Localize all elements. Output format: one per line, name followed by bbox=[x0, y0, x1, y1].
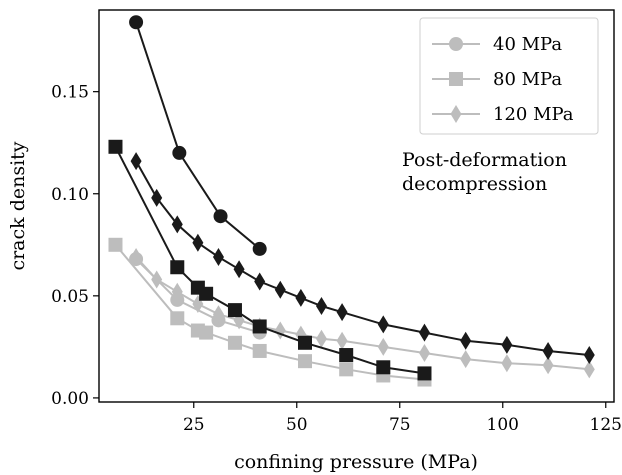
data-point-120-mpa-grey bbox=[542, 356, 554, 375]
data-point-80-mpa-grey bbox=[108, 237, 123, 252]
data-point-120-mpa-black bbox=[315, 297, 327, 316]
series-120-mpa-grey bbox=[130, 248, 595, 379]
data-point-120-mpa-black bbox=[295, 288, 307, 307]
y-tick-label: 0.00 bbox=[51, 389, 89, 409]
data-point-40-mpa-black bbox=[252, 241, 267, 256]
legend-marker-square bbox=[449, 72, 463, 86]
data-point-80-mpa-grey bbox=[339, 362, 354, 377]
data-point-120-mpa-grey bbox=[171, 282, 183, 301]
data-point-120-mpa-grey bbox=[336, 331, 348, 350]
legend: 40 MPa 80 MPa 120 MPa bbox=[419, 17, 599, 135]
data-point-80-mpa-black bbox=[298, 335, 312, 350]
data-point-120-mpa-black bbox=[212, 248, 224, 267]
x-axis-label: confining pressure (MPa) bbox=[234, 451, 478, 473]
data-point-120-mpa-black bbox=[151, 188, 163, 207]
data-point-80-mpa-black bbox=[227, 303, 242, 318]
annotation-text: Post-deformation decompression bbox=[402, 149, 573, 195]
data-point-120-mpa-black bbox=[542, 341, 554, 360]
axis-ticks: 25 50 75 100 125 0.00 0.05 0.10 0.15 bbox=[51, 83, 622, 435]
plot-layer bbox=[108, 15, 595, 387]
x-tick-label: 25 bbox=[183, 415, 205, 435]
data-point-120-mpa-grey bbox=[460, 350, 472, 369]
series-line-80-mpa-black bbox=[114, 146, 425, 375]
data-point-80-mpa-grey bbox=[199, 325, 214, 340]
data-point-120-mpa-grey bbox=[501, 354, 513, 373]
data-point-120-mpa-black bbox=[274, 280, 286, 299]
data-point-120-mpa-black bbox=[336, 303, 348, 322]
data-point-120-mpa-black bbox=[254, 272, 266, 291]
data-point-40-mpa-black bbox=[172, 145, 187, 160]
legend-label: 120 MPa bbox=[493, 104, 574, 125]
x-tick-label: 100 bbox=[487, 415, 519, 435]
legend-item-80-mpa: 80 MPa bbox=[432, 69, 562, 90]
data-point-80-mpa-black bbox=[108, 139, 123, 154]
data-point-120-mpa-black bbox=[192, 233, 204, 252]
plot-frame bbox=[98, 9, 615, 403]
annotation-line-1: Post-deformation bbox=[402, 149, 567, 171]
legend-marker-diamond bbox=[450, 105, 462, 123]
data-point-80-mpa-black bbox=[417, 366, 432, 381]
series-line-40-mpa-black bbox=[135, 21, 261, 250]
data-point-120-mpa-grey bbox=[151, 270, 163, 289]
data-point-80-mpa-black bbox=[376, 360, 391, 375]
data-point-80-mpa-black bbox=[252, 319, 267, 334]
y-axis-label: crack density bbox=[7, 141, 29, 270]
data-point-120-mpa-grey bbox=[315, 329, 327, 348]
data-point-80-mpa-grey bbox=[170, 311, 185, 326]
series-40-mpa-black bbox=[129, 15, 267, 256]
x-tick-label: 75 bbox=[389, 415, 411, 435]
legend-label: 80 MPa bbox=[493, 69, 562, 90]
y-tick-label: 0.10 bbox=[51, 185, 89, 205]
data-point-120-mpa-black bbox=[171, 215, 183, 234]
data-point-40-mpa-black bbox=[213, 209, 228, 224]
data-point-120-mpa-grey bbox=[377, 337, 389, 356]
legend-marker-circle bbox=[449, 37, 463, 51]
legend-item-40-mpa: 40 MPa bbox=[432, 34, 562, 55]
data-point-80-mpa-black bbox=[199, 286, 214, 301]
legend-frame bbox=[419, 17, 599, 135]
data-point-40-mpa-black bbox=[129, 15, 144, 30]
legend-item-120-mpa: 120 MPa bbox=[432, 104, 574, 125]
data-point-120-mpa-black bbox=[583, 346, 595, 365]
data-point-120-mpa-grey bbox=[274, 321, 286, 340]
data-point-120-mpa-black bbox=[130, 152, 142, 171]
data-point-120-mpa-grey bbox=[130, 248, 142, 267]
annotation-line-2: decompression bbox=[402, 173, 547, 195]
data-point-120-mpa-black bbox=[501, 335, 513, 354]
data-point-80-mpa-black bbox=[170, 260, 185, 275]
legend-label: 40 MPa bbox=[493, 34, 562, 55]
data-point-120-mpa-grey bbox=[418, 344, 430, 362]
x-tick-label: 125 bbox=[590, 415, 622, 435]
series-120-mpa-black bbox=[130, 152, 595, 365]
data-point-120-mpa-grey bbox=[212, 305, 224, 324]
data-point-120-mpa-black bbox=[377, 315, 389, 334]
series-line-80-mpa-grey bbox=[114, 244, 425, 381]
data-point-120-mpa-grey bbox=[583, 360, 595, 379]
data-point-80-mpa-black bbox=[339, 348, 354, 363]
data-point-120-mpa-black bbox=[460, 331, 472, 350]
x-tick-label: 50 bbox=[286, 415, 308, 435]
data-point-120-mpa-black bbox=[418, 323, 430, 342]
data-point-80-mpa-grey bbox=[298, 354, 312, 369]
series-80-mpa-black bbox=[108, 139, 432, 381]
data-point-80-mpa-grey bbox=[227, 335, 242, 350]
data-point-120-mpa-black bbox=[233, 260, 245, 279]
y-tick-label: 0.15 bbox=[51, 83, 89, 103]
data-point-80-mpa-grey bbox=[252, 343, 267, 358]
y-tick-label: 0.05 bbox=[51, 287, 89, 307]
